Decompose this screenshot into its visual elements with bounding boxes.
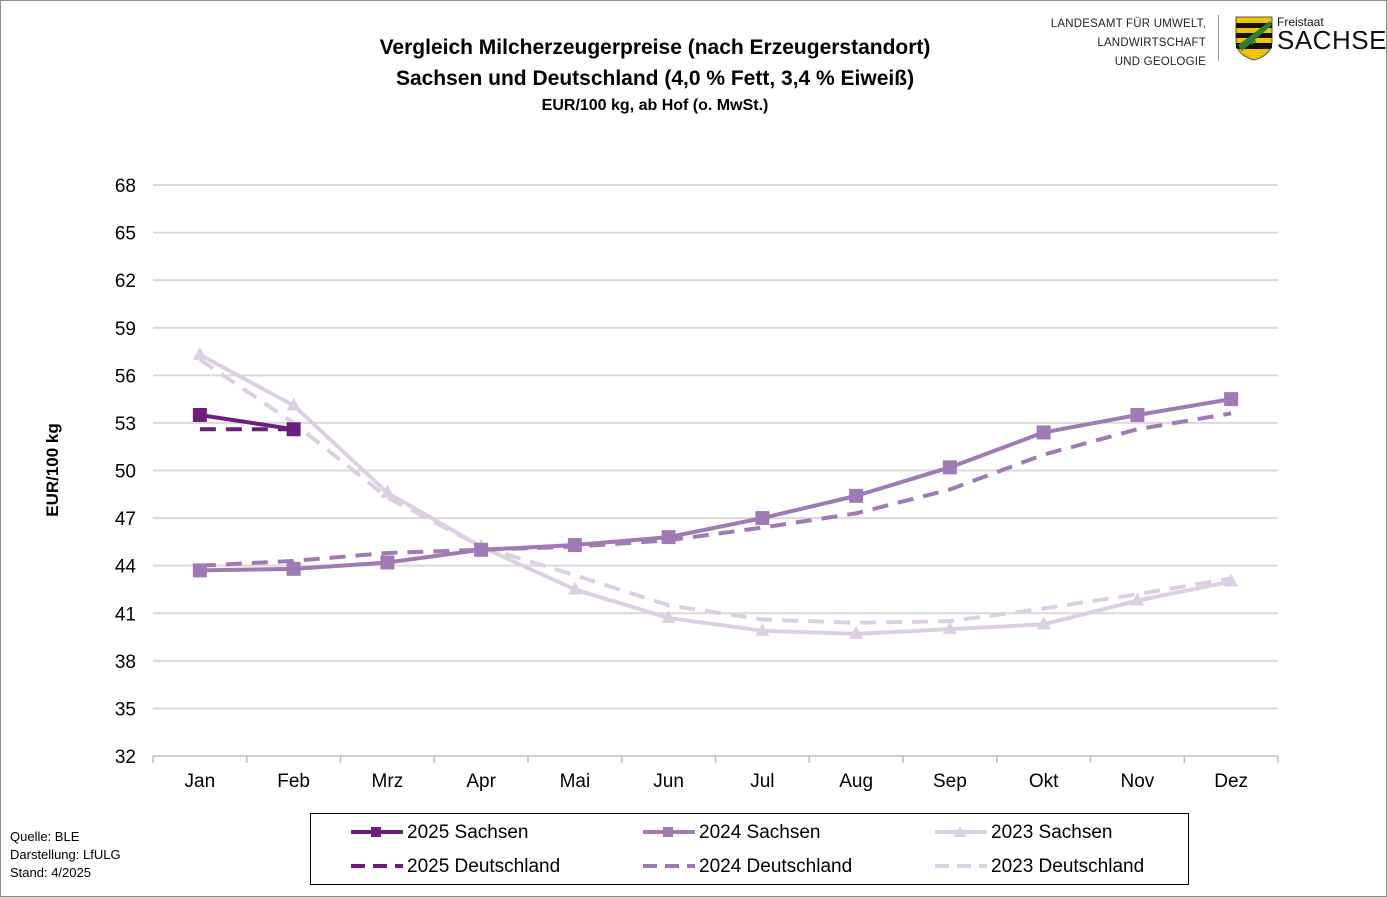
y-tick-label: 50 (115, 462, 136, 483)
x-tick-label: Feb (277, 771, 310, 792)
legend-swatch-2023-sachsen (935, 826, 987, 837)
series-line-2023-deutschland (198, 357, 1232, 625)
y-tick-label: 62 (115, 271, 136, 292)
x-tick-label: Sep (933, 771, 967, 792)
lfulg-logo-line3: UND GEOLOGIE (1114, 56, 1206, 68)
lfulg-logo-line2: LANDWIRTSCHAFT (1097, 37, 1206, 49)
x-tick-label: Jun (653, 771, 684, 792)
logo-sachsen: SACHSEN (1277, 25, 1387, 55)
data-point-2024-sachsen (380, 555, 395, 570)
data-point-2024-sachsen (942, 460, 957, 475)
data-point-2024-sachsen (286, 561, 301, 576)
data-point-2023-sachsen (1224, 573, 1239, 587)
legend-swatch-2025-sachsen (351, 827, 403, 837)
y-tick-label: 59 (115, 319, 136, 340)
x-tick-label: Dez (1214, 771, 1248, 792)
legend-label: 2025 Sachsen (407, 822, 529, 843)
chart-subtitle: Sachsen und Deutschland (4,0 % Fett, 3,4… (395, 67, 915, 90)
data-point-2025-sachsen (286, 422, 301, 437)
data-point-2023-sachsen (567, 581, 582, 595)
data-point-2023-sachsen (1130, 592, 1145, 606)
x-tick-label: Nov (1120, 771, 1154, 792)
x-tick-label: Jul (750, 771, 774, 792)
legend-swatch-2024-sachsen (643, 827, 695, 837)
data-point-2024-sachsen (1036, 425, 1051, 440)
source-note: Quelle: BLE (10, 829, 80, 844)
legend-label: 2025 Deutschland (407, 856, 561, 877)
x-tick-label: Mrz (372, 771, 404, 792)
legend-swatch-2023-deutschland (935, 864, 987, 868)
y-tick-label: 32 (115, 747, 136, 768)
legend-label: 2023 Deutschland (991, 856, 1145, 877)
chart-unit-note: EUR/100 kg, ab Hof (o. MwSt.) (541, 97, 769, 114)
series-line-2024-deutschland (199, 411, 1232, 568)
data-point-2025-sachsen (192, 407, 207, 422)
y-tick-labels: 32 35 38 41 44 47 50 53 56 59 62 65 68 (115, 176, 137, 768)
logo-freistaat: Freistaat (1277, 15, 1324, 29)
data-point-2024-sachsen (755, 511, 770, 526)
x-tick-label: Apr (466, 771, 496, 792)
logo-separator (1218, 15, 1219, 61)
legend: 2025 Sachsen 2024 Sachsen 2023 Sachsen 2… (310, 813, 1189, 885)
data-point-2024-sachsen (192, 563, 207, 578)
y-tick-label: 38 (115, 652, 136, 673)
gridlines (153, 184, 1278, 710)
data-point-2023-sachsen (380, 484, 395, 498)
data-point-2024-sachsen (849, 488, 864, 503)
y-tick-label: 56 (115, 366, 136, 387)
series-line-2023-sachsen (198, 352, 1232, 636)
data-point-2023-sachsen (849, 625, 864, 639)
x-tick-label: Aug (839, 771, 873, 792)
legend-label: 2024 Sachsen (699, 822, 821, 843)
data-point-2023-sachsen (192, 346, 207, 360)
data-point-2023-sachsen (661, 610, 676, 624)
x-tick-label: Okt (1029, 771, 1059, 792)
y-tick-label: 65 (115, 224, 136, 245)
data-point-2023-sachsen (755, 622, 770, 636)
y-tick-label: 53 (115, 414, 136, 435)
data-point-2024-sachsen (661, 530, 676, 545)
data-point-2024-sachsen (1130, 407, 1145, 422)
data-point-2024-sachsen (1224, 392, 1239, 407)
x-tick-label: Jan (185, 771, 216, 792)
date-note: Stand: 4/2025 (10, 865, 91, 880)
legend-swatch-2024-deutschland (643, 864, 695, 868)
series-line-2024-sachsen (199, 397, 1232, 573)
data-point-2024-sachsen (474, 542, 489, 557)
data-point-2023-sachsen (1036, 616, 1051, 630)
chart-title: Vergleich Milcherzeugerpreise (nach Erze… (379, 36, 931, 59)
y-tick-label: 35 (115, 699, 136, 720)
legend-label: 2023 Sachsen (991, 822, 1113, 843)
series-line-2025-sachsen (199, 413, 294, 432)
x-tick-label: Mai (560, 771, 591, 792)
saxony-coat-of-arms-icon (1235, 16, 1273, 61)
legend-label: 2024 Deutschland (699, 856, 853, 877)
x-axis: Jan Feb Mrz Apr Mai Jun Jul Aug Sep Okt Nov Dez (152, 755, 1279, 792)
y-tick-label: 47 (115, 509, 136, 530)
lfulg-logo-text: LANDESAMT FÜR UMWELT, LANDWIRTSCHAFT UND… (1046, 15, 1206, 72)
data-point-2024-sachsen (567, 538, 582, 553)
data-point-2023-sachsen (286, 397, 301, 411)
legend-swatch-2025-deutschland (351, 864, 403, 868)
data-point-2023-sachsen (942, 621, 957, 635)
author-note: Darstellung: LfULG (10, 847, 121, 862)
y-tick-label: 41 (115, 604, 136, 625)
series-lines (192, 346, 1239, 639)
y-tick-label: 44 (115, 557, 137, 578)
lfulg-logo-line1: LANDESAMT FÜR UMWELT, (1050, 18, 1206, 30)
y-tick-label: 68 (115, 176, 136, 197)
